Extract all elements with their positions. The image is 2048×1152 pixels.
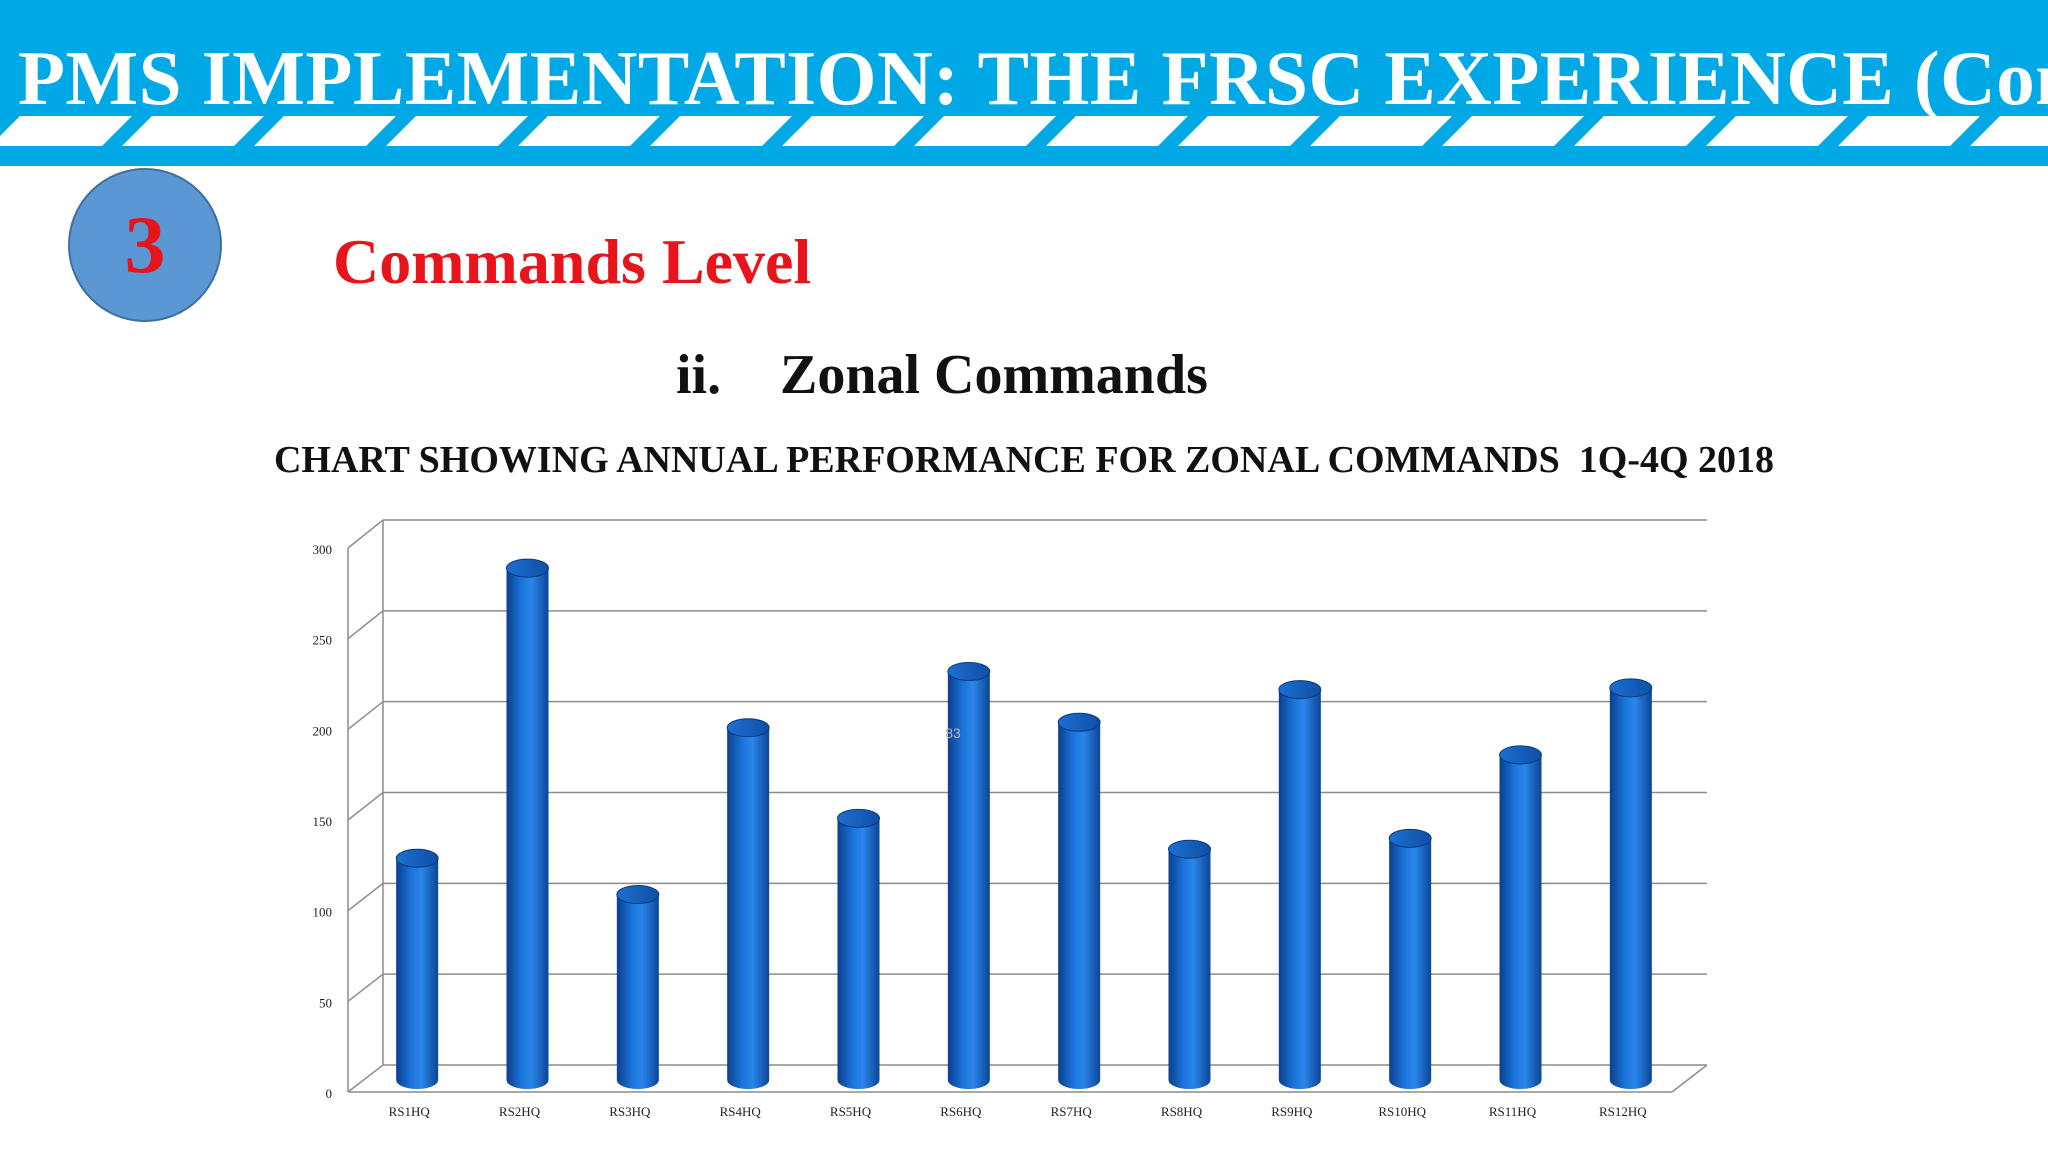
subsection-heading: ii. Zonal Commands: [676, 340, 1208, 410]
chart-annotation: 83: [945, 725, 961, 741]
gridline-side: [347, 701, 384, 730]
y-tick-label: 100: [313, 905, 333, 920]
bar-top: [1168, 839, 1211, 859]
bar: [947, 671, 990, 1089]
bar-top: [616, 885, 660, 905]
header-stripes: [0, 116, 2048, 146]
section-number-badge: 3: [68, 168, 222, 322]
header-banner: PMS IMPLEMENTATION: THE FRSC EXPERIENCE …: [0, 0, 2048, 166]
bar: [1389, 838, 1432, 1089]
bar: [837, 818, 880, 1089]
subsection-title: Zonal Commands: [780, 344, 1208, 406]
gridline-side: [347, 610, 384, 640]
y-tick-label: 0: [326, 1086, 333, 1101]
y-tick-label: 200: [313, 723, 333, 738]
gridline-side: [347, 1064, 384, 1093]
bar: [616, 894, 659, 1089]
x-tick-label: RS7HQ: [1051, 1104, 1093, 1119]
x-tick-label: RS3HQ: [609, 1104, 651, 1119]
section-title: Commands Level: [333, 226, 812, 297]
bar: [396, 858, 439, 1089]
bar: [1499, 754, 1542, 1089]
y-tick-label: 150: [313, 814, 333, 829]
gridline-side: [347, 519, 384, 549]
floor-side-edge: [1671, 1064, 1708, 1093]
header-title: PMS IMPLEMENTATION: THE FRSC EXPERIENCE …: [18, 35, 2048, 121]
bar-top: [947, 661, 991, 681]
y-tick-label: 50: [319, 995, 332, 1010]
gridline-side: [347, 791, 384, 821]
gridline-side: [347, 973, 384, 1002]
x-tick-label: RS4HQ: [720, 1104, 762, 1119]
bar: [506, 568, 549, 1089]
subsection-number: ii.: [676, 344, 722, 406]
bar: [1058, 722, 1101, 1089]
x-tick-label: RS10HQ: [1378, 1104, 1426, 1119]
x-tick-label: RS9HQ: [1271, 1104, 1313, 1119]
bar-top: [1609, 678, 1653, 698]
bar-top: [1388, 828, 1432, 848]
bar-top: [1278, 680, 1322, 700]
bar-top: [395, 848, 439, 868]
bar: [1609, 687, 1652, 1089]
y-tick-label: 300: [313, 542, 333, 557]
x-tick-label: RS1HQ: [389, 1104, 431, 1119]
x-tick-label: RS8HQ: [1161, 1104, 1203, 1119]
bar-top: [1057, 712, 1101, 732]
bar: [727, 727, 770, 1089]
x-tick-label: RS6HQ: [940, 1104, 982, 1119]
bar: [1168, 849, 1211, 1089]
chart-title: CHART SHOWING ANNUAL PERFORMANCE FOR ZON…: [273, 439, 1775, 481]
gridline-side: [347, 882, 384, 912]
x-tick-label: RS2HQ: [499, 1104, 541, 1119]
bar: [1278, 689, 1321, 1089]
x-tick-label: RS11HQ: [1489, 1104, 1537, 1119]
bar-top: [506, 558, 549, 578]
bar-top: [1499, 745, 1542, 765]
bar-top: [726, 718, 770, 738]
x-tick-label: RS5HQ: [830, 1104, 872, 1119]
y-tick-label: 250: [313, 633, 333, 648]
bar-top: [837, 808, 880, 828]
x-tick-label: RS12HQ: [1599, 1104, 1647, 1119]
